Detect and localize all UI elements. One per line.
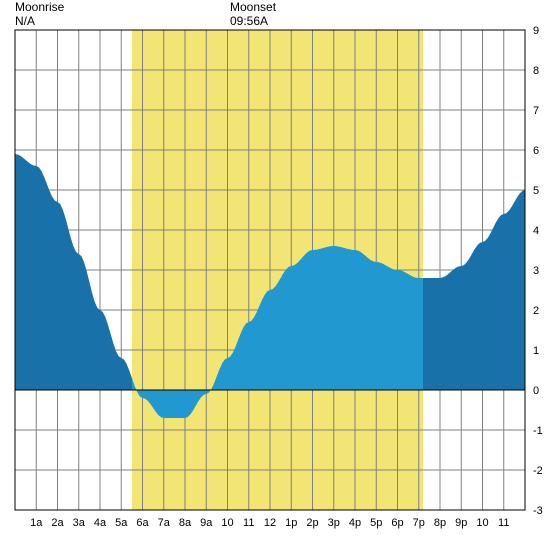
x-tick-label: 3a	[73, 517, 86, 529]
x-tick-label: 6a	[136, 517, 149, 529]
x-tick-label: 1a	[30, 517, 43, 529]
y-tick-label: -3	[533, 505, 543, 517]
y-tick-label: 5	[533, 185, 539, 197]
x-tick-label: 10	[221, 517, 233, 529]
tide-chart: -3-2-101234567891a2a3a4a5a6a7a8a9a101112…	[0, 0, 550, 550]
tide-chart-container: Moonrise N/A Moonset 09:56A -3-2-1012345…	[0, 0, 550, 550]
x-tick-label: 12	[264, 517, 276, 529]
y-tick-label: 3	[533, 265, 539, 277]
x-tick-label: 10	[476, 517, 488, 529]
y-tick-label: 1	[533, 345, 539, 357]
x-tick-label: 8p	[434, 517, 446, 529]
y-tick-label: -2	[533, 465, 543, 477]
x-tick-label: 11	[498, 517, 509, 529]
y-tick-label: 6	[533, 145, 539, 157]
x-tick-label: 7a	[158, 517, 171, 529]
y-tick-label: -1	[533, 425, 543, 437]
x-tick-label: 4a	[94, 517, 107, 529]
y-tick-label: 4	[533, 225, 539, 237]
x-tick-label: 5p	[370, 517, 382, 529]
y-tick-label: 2	[533, 305, 539, 317]
x-tick-label: 1p	[285, 517, 297, 529]
x-tick-label: 9p	[455, 517, 467, 529]
x-tick-label: 4p	[349, 517, 361, 529]
y-tick-label: 9	[533, 25, 539, 37]
x-tick-label: 5a	[115, 517, 128, 529]
x-tick-label: 9a	[200, 517, 213, 529]
y-tick-label: 0	[533, 385, 539, 397]
x-tick-label: 7p	[413, 517, 425, 529]
y-tick-label: 8	[533, 65, 539, 77]
x-tick-label: 2a	[51, 517, 64, 529]
x-tick-label: 8a	[179, 517, 192, 529]
y-tick-label: 7	[533, 105, 539, 117]
x-tick-label: 11	[243, 517, 254, 529]
x-tick-label: 3p	[328, 517, 340, 529]
x-tick-label: 2p	[306, 517, 318, 529]
x-tick-label: 6p	[391, 517, 403, 529]
